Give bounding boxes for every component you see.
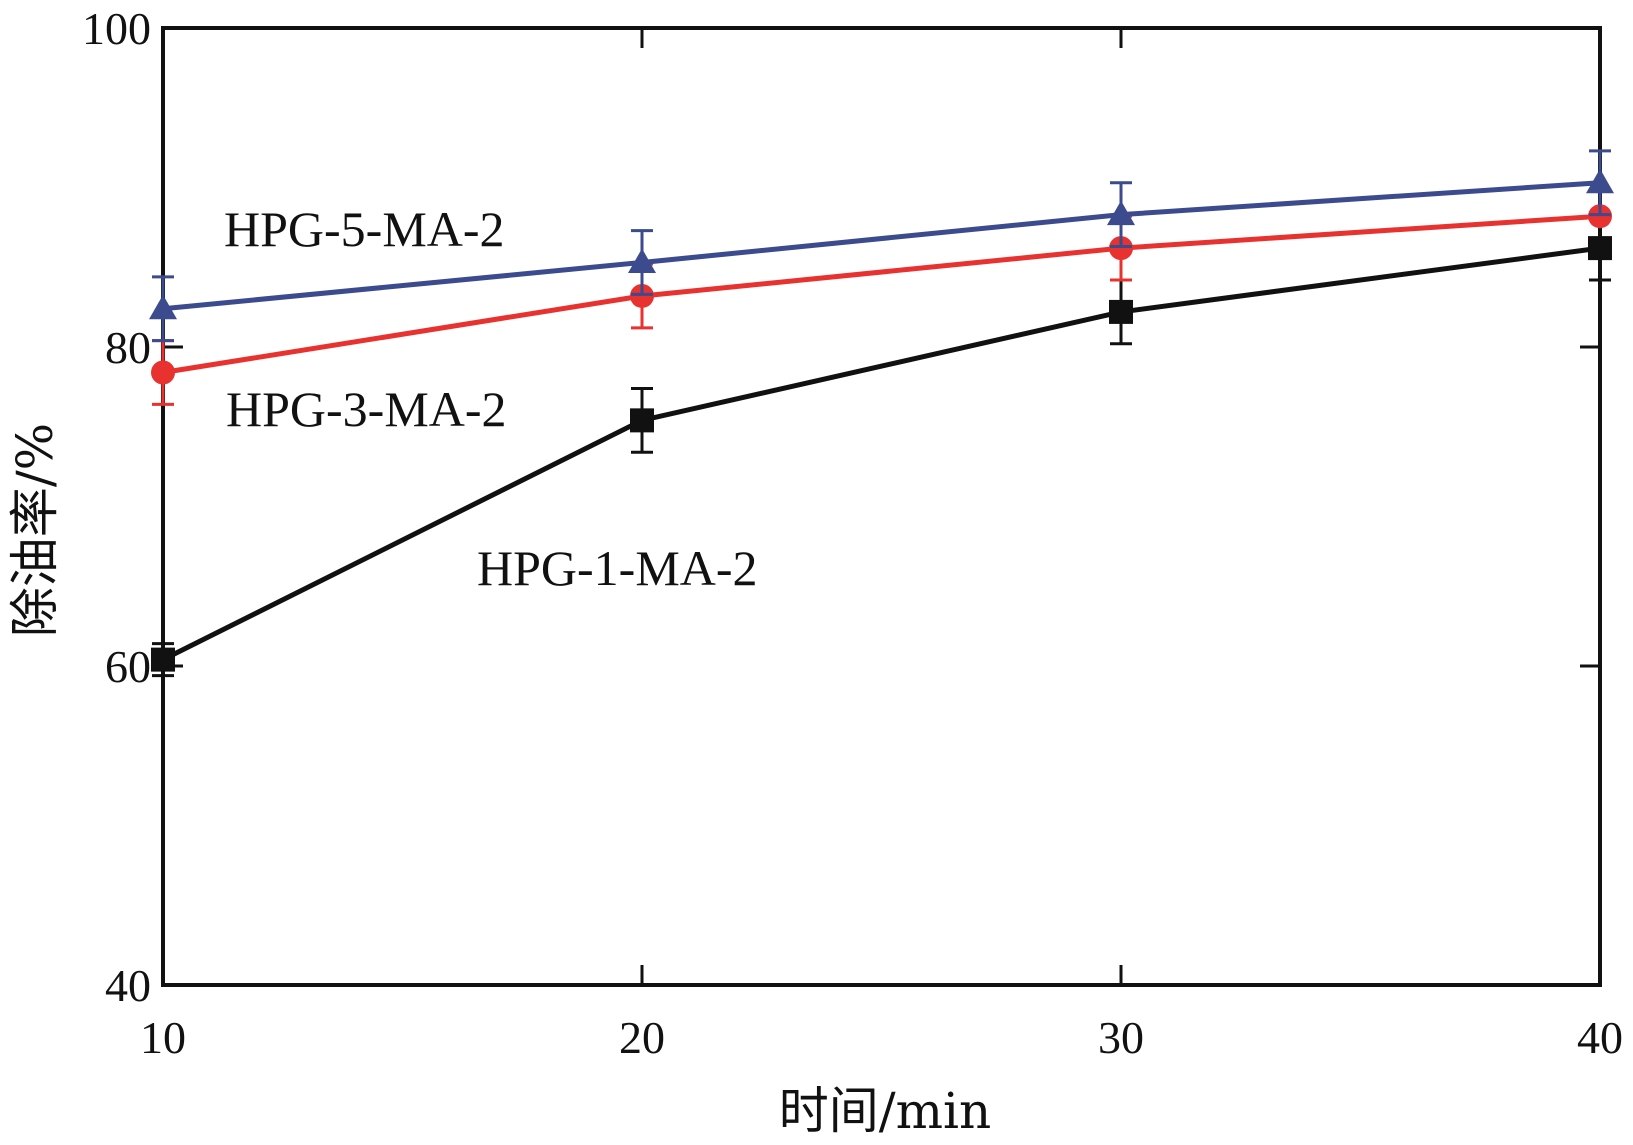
y-tick-label-80: 80 — [105, 322, 151, 373]
data-point-hpg-1-ma-2-2 — [1109, 299, 1133, 324]
x-axis-label: 时间/min — [779, 1082, 991, 1140]
data-point-hpg-3-ma-2-0 — [151, 360, 175, 385]
series-hpg-5-ma-2 — [149, 149, 1614, 343]
x-tick-label-10: 10 — [140, 1012, 186, 1063]
y-tick-label-60: 60 — [105, 641, 151, 692]
data-point-hpg-1-ma-2-0 — [151, 647, 175, 672]
series-line-hpg-5-ma-2 — [162, 180, 1601, 312]
data-point-hpg-1-ma-2-3 — [1588, 236, 1612, 261]
x-tick-label-40: 40 — [1577, 1012, 1623, 1063]
y-tick-label-100: 100 — [82, 3, 151, 54]
data-point-hpg-5-ma-2-1 — [628, 248, 656, 273]
x-tick-label-20: 20 — [619, 1012, 665, 1063]
series-layer — [149, 149, 1614, 678]
series-label-hpg-1: HPG-1-MA-2 — [477, 540, 758, 596]
data-point-hpg-1-ma-2-1 — [630, 408, 654, 433]
series-line-hpg-1-ma-2 — [161, 245, 1601, 662]
data-point-hpg-3-ma-2-1 — [630, 283, 654, 308]
data-point-hpg-5-ma-2-0 — [149, 294, 177, 320]
data-point-hpg-3-ma-2-3 — [1588, 204, 1612, 229]
data-point-hpg-3-ma-2-2 — [1109, 236, 1133, 261]
series-label-hpg-3: HPG-3-MA-2 — [226, 381, 507, 437]
series-hpg-1-ma-2 — [151, 214, 1612, 678]
data-point-hpg-5-ma-2-3 — [1586, 168, 1614, 194]
plot-frame — [161, 26, 1602, 987]
series-line-hpg-3-ma-2 — [162, 213, 1601, 375]
axis-tick-labels: 10 20 30 40 40 60 80 100 — [82, 3, 1623, 1063]
axis-ticks — [161, 26, 1602, 987]
y-tick-label-40: 40 — [105, 960, 151, 1011]
x-tick-label-30: 30 — [1098, 1012, 1144, 1063]
y-axis-label: 除油率/% — [6, 423, 64, 637]
data-point-hpg-5-ma-2-2 — [1107, 200, 1135, 226]
series-label-hpg-5: HPG-5-MA-2 — [224, 201, 505, 257]
